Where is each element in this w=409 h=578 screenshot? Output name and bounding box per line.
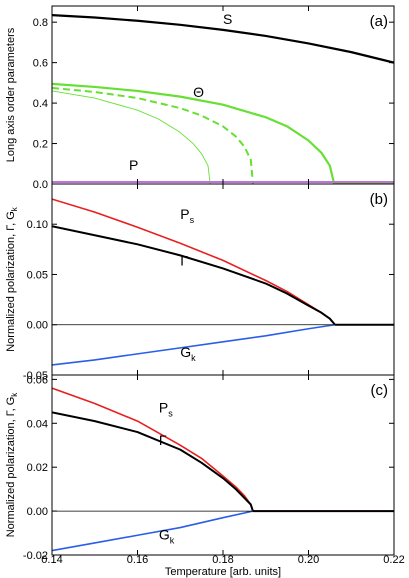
- y-tick-label: 0.4: [33, 98, 48, 110]
- series-line: [52, 411, 394, 513]
- x-tick-label: 0.22: [383, 554, 404, 566]
- y-axis-title-subscript: k: [10, 392, 19, 397]
- series-line: [52, 82, 394, 184]
- curve-label-text: Γ: [180, 252, 188, 268]
- y-axis-title-subscript: k: [10, 206, 19, 211]
- panel-a: 0.0 0.2 0.4 0.6 0.8 Long axis order parameter…: [5, 5, 395, 191]
- series-line: [52, 14, 394, 64]
- panel-label: (a): [370, 13, 388, 30]
- x-tick-label: 0.16: [127, 554, 148, 566]
- x-tick-label: 0.14: [41, 554, 62, 566]
- plot-frame: [51, 5, 395, 185]
- y-axis-title-text: Normalized polarization, Γ, G: [5, 397, 17, 538]
- curve-label: Gk: [180, 344, 196, 363]
- curve-label: Ps: [159, 399, 173, 418]
- y-tick-label: 0.00: [27, 320, 48, 332]
- y-axis-title: Long axis order parameters: [5, 27, 17, 162]
- curve-label: S: [223, 11, 232, 27]
- curve-label-subscript: s: [168, 408, 173, 418]
- y-tick-label: 0.0: [33, 179, 48, 191]
- y-axis-title-text: Long axis order parameters: [5, 27, 17, 162]
- series-line: [52, 387, 394, 512]
- x-tick-label: 0.20: [298, 554, 319, 566]
- curve-label-subscript: k: [191, 353, 196, 363]
- y-tick-label: 0.6: [33, 58, 48, 70]
- curve-label-text: P: [180, 206, 189, 222]
- curve-label: Θ: [193, 84, 204, 100]
- plot-frame: [51, 374, 395, 556]
- y-axis-title: Normalized polarization, Γ, Gk: [5, 392, 19, 538]
- series-line: [52, 323, 336, 366]
- y-tick-label: 0.8: [33, 17, 48, 29]
- series-line: [52, 225, 394, 326]
- curve-label-text: Θ: [193, 84, 204, 100]
- y-tick-label: -0.02: [23, 550, 48, 562]
- y-tick-label: 0.02: [27, 462, 48, 474]
- y-axis-title: Normalized polarization, Γ, Gk: [5, 206, 19, 352]
- curve-label: P: [129, 157, 138, 173]
- curve-label: Ps: [180, 206, 194, 225]
- series-line: [52, 510, 254, 552]
- panel-b: -0.05 0.00 0.05 0.10 Normalized polarization…: [5, 183, 395, 382]
- curve-label-subscript: k: [170, 536, 175, 546]
- y-tick-label: 0.05: [27, 269, 48, 281]
- panel-c: -0.02 0.00 0.02 0.04 0.06 0.14 0.16 0.18 0.20 0.2…: [5, 374, 405, 578]
- x-axis-title: Temperature [arb. units]: [165, 566, 281, 578]
- curve-label-subscript: s: [190, 215, 195, 225]
- curve-label-text: G: [180, 344, 191, 360]
- curve-label: Γ: [180, 252, 188, 268]
- series-line: [52, 198, 394, 326]
- curve-label-text: P: [129, 157, 138, 173]
- curve-label: Gk: [159, 527, 175, 546]
- plot-frame: [51, 183, 395, 376]
- y-tick-label: -0.05: [23, 370, 48, 382]
- y-tick-label: 0.04: [27, 418, 48, 430]
- series-line: [52, 90, 211, 184]
- x-tick-label: 0.18: [212, 554, 233, 566]
- panel-label: (c): [371, 382, 389, 399]
- y-axis-title-text: Normalized polarization, Γ, G: [5, 211, 17, 352]
- curve-label-text: P: [159, 399, 168, 415]
- y-tick-label: 0.10: [27, 219, 48, 231]
- y-tick-label: 0.06: [27, 374, 48, 386]
- y-tick-label: 0.2: [33, 139, 48, 151]
- curve-label-text: S: [223, 11, 232, 27]
- series-line: [52, 86, 254, 184]
- curve-label: Γ: [159, 432, 167, 448]
- y-tick-label: 0.00: [27, 506, 48, 518]
- curve-label-text: G: [159, 527, 170, 543]
- panel-label: (b): [370, 191, 388, 208]
- curve-label-text: Γ: [159, 432, 167, 448]
